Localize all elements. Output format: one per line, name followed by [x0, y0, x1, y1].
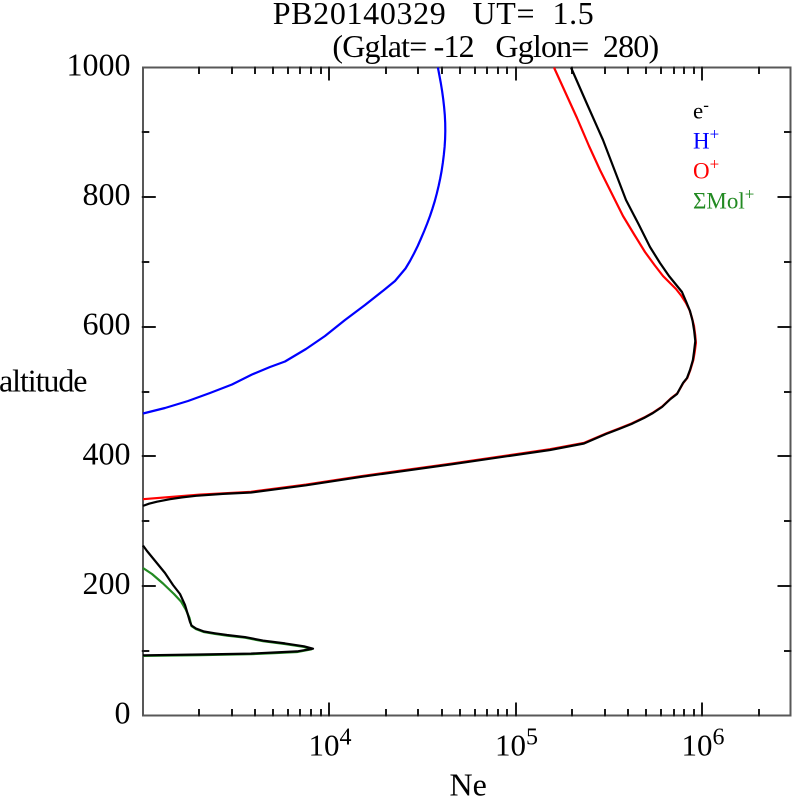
- svg-text:(Gglat= -12 Gglon= 280): (Gglat= -12 Gglon= 280): [332, 28, 659, 64]
- svg-text:Ne: Ne: [450, 767, 487, 796]
- svg-text:1000: 1000: [67, 46, 131, 82]
- svg-text:104: 104: [309, 724, 352, 762]
- svg-text:altitude: altitude: [0, 363, 88, 399]
- svg-text:105: 105: [495, 724, 538, 762]
- svg-text:600: 600: [83, 306, 131, 342]
- svg-text:200: 200: [83, 565, 131, 601]
- svg-text:0: 0: [115, 695, 131, 731]
- svg-text:800: 800: [83, 176, 131, 212]
- svg-text:O+: O+: [693, 155, 719, 184]
- svg-text:400: 400: [83, 435, 131, 471]
- svg-text:ΣMol+: ΣMol+: [693, 184, 754, 213]
- svg-text:H+: H+: [693, 125, 719, 154]
- svg-text:PB20140329 UT= 1.5: PB20140329 UT= 1.5: [273, 0, 594, 31]
- svg-text:e-: e-: [693, 95, 709, 123]
- svg-text:106: 106: [682, 724, 725, 762]
